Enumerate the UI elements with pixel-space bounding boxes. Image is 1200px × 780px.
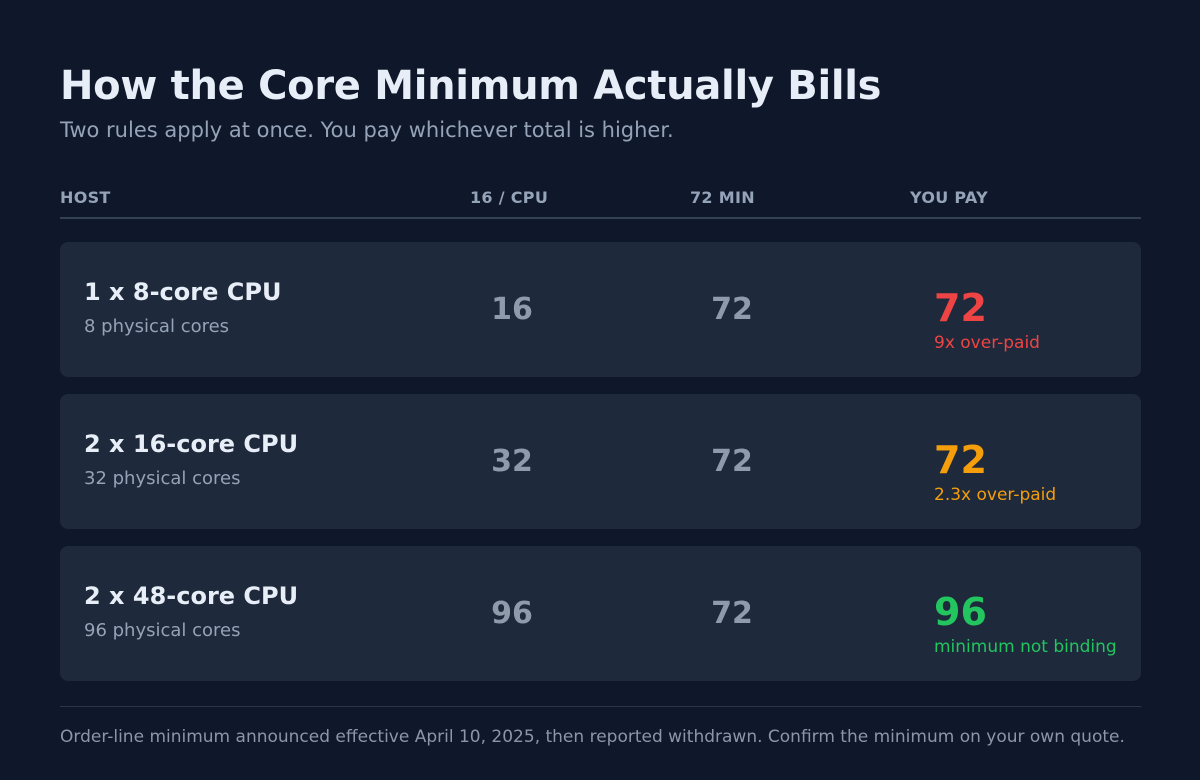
host-cores: 96 physical cores	[84, 620, 241, 641]
minimum-count: 72	[711, 596, 753, 631]
host-name: 2 x 48-core CPU	[84, 582, 299, 610]
column-header-per-cpu: 16 / CPU	[470, 188, 549, 207]
per-cpu-count: 96	[491, 596, 533, 631]
table-header: HOST 16 / CPU 72 MIN YOU PAY	[60, 188, 1141, 219]
per-cpu-count: 16	[491, 292, 533, 327]
column-header-you-pay: YOU PAY	[910, 188, 988, 207]
page-title: How the Core Minimum Actually Bills	[60, 63, 882, 109]
host-cores: 8 physical cores	[84, 316, 230, 337]
table-row-1-cpu-8-core: 1 x 8-core CPU 8 physical cores 16 72 72…	[60, 242, 1141, 377]
you-pay-note: 2.3x over-paid	[934, 485, 1057, 505]
you-pay-value: 72	[934, 286, 987, 330]
column-header-host: HOST	[60, 188, 111, 207]
page-subtitle: Two rules apply at once. You pay whichev…	[60, 118, 674, 142]
footer-divider	[60, 706, 1141, 707]
host-name: 2 x 16-core CPU	[84, 430, 299, 458]
minimum-count: 72	[711, 444, 753, 479]
you-pay-note: minimum not binding	[934, 637, 1117, 657]
you-pay-note: 9x over-paid	[934, 333, 1040, 353]
host-name: 1 x 8-core CPU	[84, 278, 282, 306]
column-header-minimum: 72 MIN	[690, 188, 755, 207]
table-row-2-cpu-16-core: 2 x 16-core CPU 32 physical cores 32 72 …	[60, 394, 1141, 529]
footnote: Order-line minimum announced effective A…	[60, 727, 1125, 747]
table-row-2-cpu-48-core: 2 x 48-core CPU 96 physical cores 96 72 …	[60, 546, 1141, 681]
minimum-count: 72	[711, 292, 753, 327]
host-cores: 32 physical cores	[84, 468, 241, 489]
per-cpu-count: 32	[491, 444, 533, 479]
you-pay-value: 96	[934, 590, 987, 634]
you-pay-value: 72	[934, 438, 987, 482]
